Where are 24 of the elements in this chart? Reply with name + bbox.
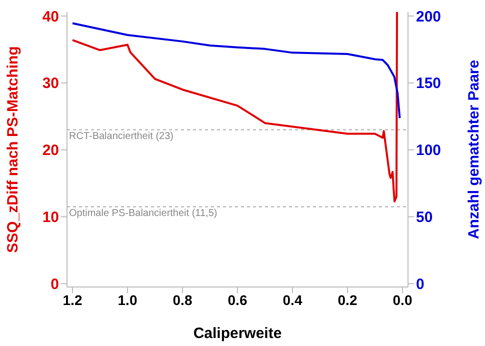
ref-line-label: RCT-Balanciertheit (23): [69, 130, 174, 142]
x-axis-title: Caliperweite: [193, 325, 282, 342]
y2-tick-label: 0: [416, 276, 424, 293]
y-tick-label: 20: [42, 142, 59, 160]
y2-tick-label: 200: [416, 8, 442, 26]
ref-line-label: Optimale PS-Balanciertheit (11,5): [69, 208, 218, 219]
x-tick-label: 0.2: [338, 292, 358, 308]
x-tick-label: 0.8: [172, 292, 192, 308]
x-tick-label: 0.4: [282, 292, 302, 308]
y2-tick-label: 100: [416, 142, 442, 160]
x-tick-label: 0.6: [228, 292, 248, 308]
y2-tick-label: 50: [416, 209, 433, 226]
line-series: [72, 12, 398, 202]
x-tick-label: 1.2: [62, 292, 82, 308]
y-tick-label: 40: [42, 8, 59, 26]
line-series: [72, 22, 401, 120]
y-tick-label: 10: [42, 209, 59, 226]
x-tick-label: 0.0: [392, 292, 412, 308]
y-tick-label: 30: [42, 75, 59, 92]
y2-axis-title: Anzahl gematchter Paare: [465, 60, 482, 240]
y-axis-title: SSQ_zDiff nach PS-Matching: [4, 46, 22, 253]
y-tick-label: 0: [50, 276, 59, 293]
x-tick-label: 1.0: [118, 292, 138, 308]
y2-tick-label: 150: [416, 75, 442, 92]
